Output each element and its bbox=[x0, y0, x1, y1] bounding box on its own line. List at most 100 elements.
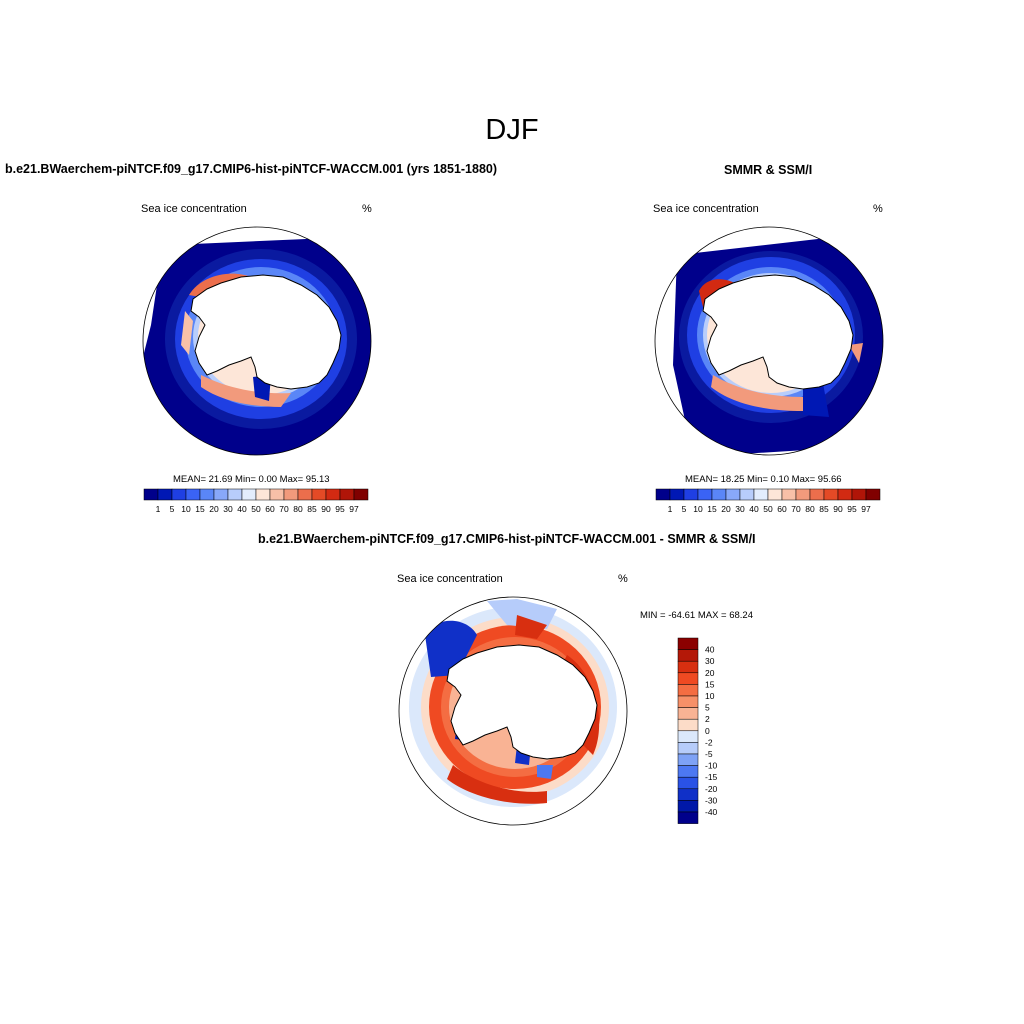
panel-2-colorbar-swatch bbox=[795, 488, 811, 501]
panel-1-colorbar-swatch bbox=[297, 488, 313, 501]
panel-1-colorbar-swatch bbox=[157, 488, 173, 501]
panel-3-colorbar-tick-label: -5 bbox=[705, 749, 713, 759]
panel-1-colorbar-swatch bbox=[339, 488, 355, 501]
panel-1-colorbar-swatch bbox=[185, 488, 201, 501]
panel-3-colorbar-tick-label: -20 bbox=[705, 784, 718, 794]
panel-3-colorbar-tick-label: -2 bbox=[705, 737, 713, 747]
panel-3-colorbar-swatch bbox=[677, 742, 699, 755]
panel-1-polar-map bbox=[142, 226, 372, 456]
panel-2-colorbar-tick-label: 90 bbox=[833, 504, 843, 514]
panel-2-colorbar-swatch bbox=[823, 488, 839, 501]
panel-2-colorbar-swatch bbox=[683, 488, 699, 501]
panel-2-colorbar-swatch bbox=[865, 488, 881, 501]
panel-1-colorbar-swatch bbox=[255, 488, 271, 501]
panel-3-colorbar-tick-label: 5 bbox=[705, 703, 710, 713]
panel-3-colorbar-swatch bbox=[677, 753, 699, 766]
panel-3-colorbar-tick-label: 40 bbox=[705, 645, 715, 655]
panel-2-colorbar-tick-label: 10 bbox=[693, 504, 703, 514]
panel-1-colorbar-tick-label: 20 bbox=[209, 504, 219, 514]
panel-1-colorbar-swatch bbox=[199, 488, 215, 501]
panel-1-colorbar-swatch bbox=[283, 488, 299, 501]
panel-3-polar-map bbox=[398, 596, 628, 826]
panel-2-colorbar-tick-label: 70 bbox=[791, 504, 801, 514]
panel-3-colorbar-tick-label: 30 bbox=[705, 656, 715, 666]
panel-3-colorbar-tick-label: 10 bbox=[705, 691, 715, 701]
panel-2-colorbar-tick-label: 97 bbox=[861, 504, 871, 514]
panel-3-colorbar-swatch bbox=[677, 788, 699, 801]
panel-1-colorbar-tick-label: 1 bbox=[156, 504, 161, 514]
panel-1-units-label: % bbox=[362, 203, 372, 215]
panel-1-colorbar-swatch bbox=[143, 488, 159, 501]
panel-3-colorbar-swatch bbox=[677, 811, 699, 824]
panel-3-colorbar-swatch bbox=[677, 649, 699, 662]
panel-2-colorbar-tick-label: 15 bbox=[707, 504, 717, 514]
panel-1-colorbar-tick-label: 40 bbox=[237, 504, 247, 514]
panel-3-colorbar-swatch bbox=[677, 765, 699, 778]
panel-3-colorbar-swatch bbox=[677, 800, 699, 813]
panel-2-colorbar-swatch bbox=[851, 488, 867, 501]
panel-2-colorbar-tick-label: 50 bbox=[763, 504, 773, 514]
panel-2-colorbar-swatch bbox=[655, 488, 671, 501]
panel-3-colorbar-swatch bbox=[677, 776, 699, 790]
panel-3-colorbar-swatch bbox=[677, 730, 699, 743]
panel-2-colorbar-tick-label: 95 bbox=[847, 504, 857, 514]
panel-2-colorbar-swatch bbox=[753, 488, 769, 501]
panel-1-colorbar-swatch bbox=[311, 488, 327, 501]
panel-1-colorbar-swatch bbox=[171, 488, 187, 501]
panel-3-stats: MIN = -64.61 MAX = 68.24 bbox=[640, 610, 754, 621]
panel-1-colorbar-tick-label: 30 bbox=[223, 504, 233, 514]
panel-1-colorbar-swatch bbox=[227, 488, 243, 501]
panel-1-colorbar-tick-label: 10 bbox=[181, 504, 191, 514]
panel-3-colorbar-tick-label: -15 bbox=[705, 772, 718, 782]
panel-1-variable-label: Sea ice concentration bbox=[141, 203, 247, 215]
panel-1-colorbar-tick-label: 15 bbox=[195, 504, 205, 514]
panel-1-colorbar: 1 5 10 15 20 30 40 50 60 70 80 85 90 95 97 bbox=[143, 488, 369, 514]
panel-2-polar-map bbox=[654, 226, 884, 456]
panel-2-colorbar-swatch bbox=[711, 488, 727, 501]
panel-3-colorbar-swatch bbox=[677, 637, 699, 650]
panel-3-colorbar-tick-label: 20 bbox=[705, 668, 715, 678]
panel-2-units-label: % bbox=[873, 203, 883, 215]
panel-2-colorbar: 1 5 10 15 20 30 40 50 60 70 80 85 90 95 97 bbox=[655, 488, 881, 514]
panel-1-colorbar-tick-label: 70 bbox=[279, 504, 289, 514]
panel-2-colorbar-tick-label: 5 bbox=[682, 504, 687, 514]
panel-3-title: b.e21.BWaerchem-piNTCF.f09_g17.CMIP6-his… bbox=[258, 532, 756, 546]
panel-1-colorbar-tick-label: 97 bbox=[349, 504, 359, 514]
panel-1-colorbar-swatch bbox=[353, 488, 369, 501]
panel-2-colorbar-tick-label: 85 bbox=[819, 504, 829, 514]
panel-2-colorbar-tick-label: 60 bbox=[777, 504, 787, 514]
panel-3-colorbar-tick-label: 15 bbox=[705, 679, 715, 689]
panel-2-colorbar-swatch bbox=[669, 488, 685, 501]
panel-3-colorbar-swatch bbox=[677, 672, 699, 685]
panel-1-colorbar-tick-label: 80 bbox=[293, 504, 303, 514]
panel-2-colorbar-swatch bbox=[767, 488, 783, 501]
panel-3-colorbar-swatch bbox=[677, 718, 699, 732]
panel-2-colorbar-tick-label: 1 bbox=[668, 504, 673, 514]
panel-1-stats: MEAN= 21.69 Min= 0.00 Max= 95.13 bbox=[173, 474, 330, 485]
panel-3-colorbar-tick-label: -10 bbox=[705, 761, 718, 771]
panel-1-colorbar-tick-label: 85 bbox=[307, 504, 317, 514]
panel-3-colorbar-tick-label: 2 bbox=[705, 714, 710, 724]
panel-2-colorbar-swatch bbox=[697, 488, 713, 501]
panel-2-title: SMMR & SSM/I bbox=[724, 163, 813, 177]
panel-3-colorbar-swatch bbox=[677, 684, 699, 697]
panel-2-colorbar-tick-label: 20 bbox=[721, 504, 731, 514]
panel-3-colorbar-tick-label: -40 bbox=[705, 807, 718, 817]
panel-2-colorbar-tick-label: 30 bbox=[735, 504, 745, 514]
panel-3-units-label: % bbox=[618, 573, 628, 585]
panel-2-colorbar-tick-label: 80 bbox=[805, 504, 815, 514]
panel-1-title: b.e21.BWaerchem-piNTCF.f09_g17.CMIP6-his… bbox=[5, 162, 498, 176]
panel-3-colorbar-tick-label: 0 bbox=[705, 726, 710, 736]
panel-1-colorbar-swatch bbox=[325, 488, 341, 501]
panel-3-colorbar-tick-label: -30 bbox=[705, 795, 718, 805]
panel-2-colorbar-swatch bbox=[739, 488, 755, 501]
panel-1-colorbar-tick-label: 60 bbox=[265, 504, 275, 514]
panel-1-colorbar-swatch bbox=[213, 488, 229, 501]
panel-2-variable-label: Sea ice concentration bbox=[653, 203, 759, 215]
panel-1-colorbar-tick-label: 50 bbox=[251, 504, 261, 514]
panel-2-colorbar-swatch bbox=[781, 488, 797, 501]
panel-1-colorbar-swatch bbox=[241, 488, 257, 501]
panel-1-colorbar-tick-label: 95 bbox=[335, 504, 345, 514]
panel-2-stats: MEAN= 18.25 Min= 0.10 Max= 95.66 bbox=[685, 474, 842, 485]
